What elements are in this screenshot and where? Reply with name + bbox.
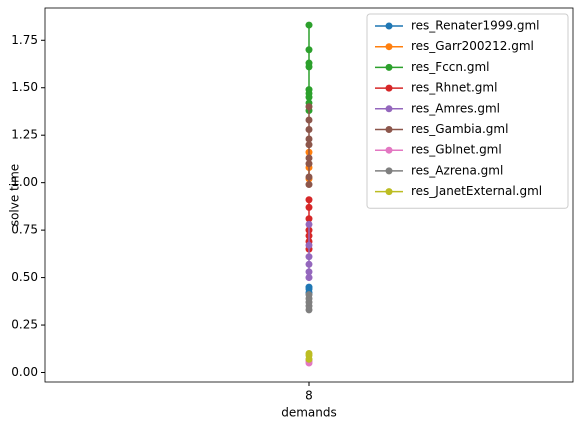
legend-marker [385, 84, 393, 92]
point [305, 268, 313, 276]
point [305, 274, 313, 282]
point [305, 241, 313, 249]
legend-marker [385, 167, 393, 175]
point [305, 154, 313, 162]
point [305, 203, 313, 211]
legend-label: res_Gambia.gml [411, 122, 508, 136]
legend-label: res_Amres.gml [411, 101, 500, 115]
point [305, 116, 313, 124]
legend-marker [385, 126, 393, 133]
legend-label: res_Azrena.gml [411, 163, 503, 177]
y-tick-label: 0.00 [11, 365, 38, 379]
point [305, 181, 313, 189]
y-tick-label: 1.50 [11, 80, 38, 94]
x-axis-label: demands [281, 406, 337, 420]
legend-label: res_Fccn.gml [411, 60, 489, 74]
point [305, 103, 313, 111]
legend-box [366, 13, 569, 209]
point [305, 46, 313, 54]
y-tick-label: 1.00 [11, 175, 38, 189]
point [305, 160, 313, 168]
legend-marker [385, 146, 393, 154]
point [305, 253, 313, 261]
point [305, 59, 313, 67]
legend-marker [385, 63, 393, 71]
plot-frame [44, 7, 574, 383]
legend-label: res_JanetExternal.gml [411, 184, 542, 198]
point [305, 283, 313, 291]
y-tick-label: 0.50 [11, 270, 38, 284]
point [305, 86, 313, 94]
point [305, 350, 313, 358]
legend-marker [385, 105, 393, 113]
point [305, 126, 313, 134]
point [305, 260, 313, 268]
y-tick-label: 1.75 [11, 33, 38, 47]
legend-label: res_Rhnet.gml [411, 81, 497, 95]
point [305, 173, 313, 181]
y-axis-label: solve time [8, 164, 22, 226]
legend-label: res_Garr200212.gml [411, 39, 534, 53]
point [305, 135, 313, 143]
legend-marker [385, 188, 393, 196]
point [305, 141, 313, 149]
point [305, 215, 313, 223]
x-tick-label: 8 [305, 389, 313, 403]
point [305, 220, 313, 228]
y-tick-label: 1.25 [11, 128, 38, 142]
y-tick-label: 0.25 [11, 318, 38, 332]
point [305, 291, 313, 299]
point [305, 196, 313, 204]
y-tick-label: 0.75 [11, 223, 38, 237]
legend-marker [385, 22, 393, 30]
point [305, 21, 313, 29]
legend-label: res_Renater1999.gml [411, 19, 539, 33]
legend-label: res_Gblnet.gml [411, 143, 502, 157]
legend-marker [385, 43, 393, 51]
